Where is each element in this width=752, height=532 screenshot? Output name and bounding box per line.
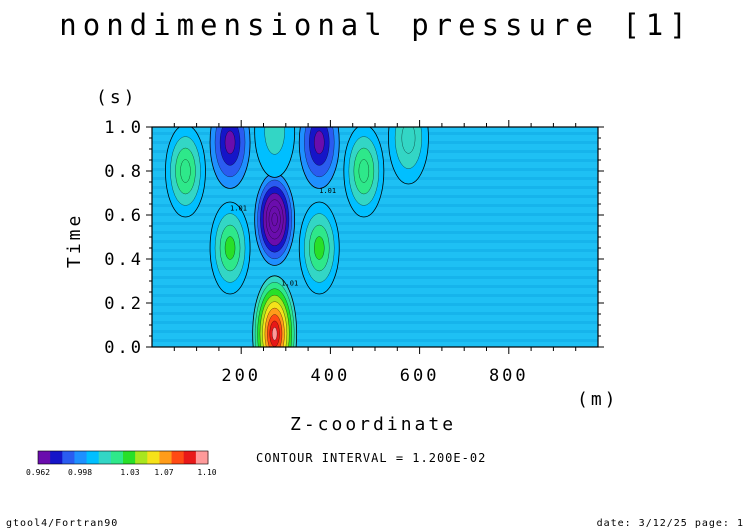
y-tick-label: 0.6: [104, 206, 144, 226]
x-tick-label: 400: [311, 366, 351, 386]
colorbar: 0.962 0.998 1.03 1.07 1.10: [26, 450, 217, 477]
colorbar-swatch: [74, 451, 88, 464]
contour-feature-4-level-3: [224, 236, 236, 260]
colorbar-label: 1.03: [120, 468, 139, 477]
colorbar-swatch: [195, 451, 209, 464]
colorbar-swatch: [50, 451, 63, 464]
colorbar-label: 0.998: [68, 468, 92, 477]
colorbar-swatch: [38, 451, 51, 464]
contour-feature-7-level-3: [358, 159, 370, 183]
contour-label-0: 1.01: [230, 205, 247, 213]
x-unit-label: (m): [577, 389, 619, 410]
contour-label-1: 1.01: [319, 187, 336, 195]
contour-feature-5-level-3: [314, 236, 325, 260]
colorbar-frame: [37, 450, 209, 465]
colorbar-swatch: [98, 451, 112, 464]
colorbar-label: 1.07: [154, 468, 173, 477]
x-tick-label: 600: [400, 366, 440, 386]
y-tick-label: 0.4: [104, 250, 144, 270]
contour-feature-9-level-1: [264, 127, 285, 155]
x-tick-label: 200: [221, 366, 261, 386]
colorbar-swatch: [159, 451, 173, 464]
x-tick-label: 800: [489, 366, 529, 386]
contour-feature-8-level-2: [401, 127, 416, 154]
x-axis-label: Z-coordinate: [290, 414, 456, 435]
colorbar-swatch: [86, 451, 100, 464]
y-tick-label: 1.0: [104, 118, 144, 138]
contour-feature-0-level-8: [272, 327, 278, 341]
footer-left: gtool4/Fortran90: [6, 518, 119, 529]
colorbar-swatch: [62, 451, 75, 464]
colorbar-swatch: [110, 451, 124, 464]
footer-right: date: 3/12/25 page: 1: [596, 518, 744, 529]
contour-feature-3-level-3: [314, 130, 325, 155]
colorbar-label: 0.962: [26, 468, 50, 477]
colorbar-swatch: [183, 451, 197, 464]
y-tick-label: 0.8: [104, 162, 144, 182]
contour-feature-6-level-3: [180, 159, 191, 183]
chart-title: nondimensional pressure [1]: [59, 8, 693, 42]
contour-label-2: 1.01: [281, 279, 298, 287]
contour-feature-2-level-3: [224, 130, 236, 155]
colorbar-swatch: [135, 451, 148, 464]
y-axis-label: Time: [64, 213, 85, 268]
y-tick-label: 0.0: [104, 338, 144, 358]
y-tick-label: 0.2: [104, 294, 144, 314]
colorbar-swatch: [171, 451, 185, 464]
y-unit-label: (s): [96, 87, 138, 108]
colorbar-swatch: [123, 451, 136, 464]
contour-feature-1-level-6: [271, 212, 278, 227]
contour-interval: CONTOUR INTERVAL = 1.200E-02: [256, 451, 487, 465]
colorbar-label: 1.10: [197, 468, 216, 477]
colorbar-swatch: [147, 451, 160, 464]
